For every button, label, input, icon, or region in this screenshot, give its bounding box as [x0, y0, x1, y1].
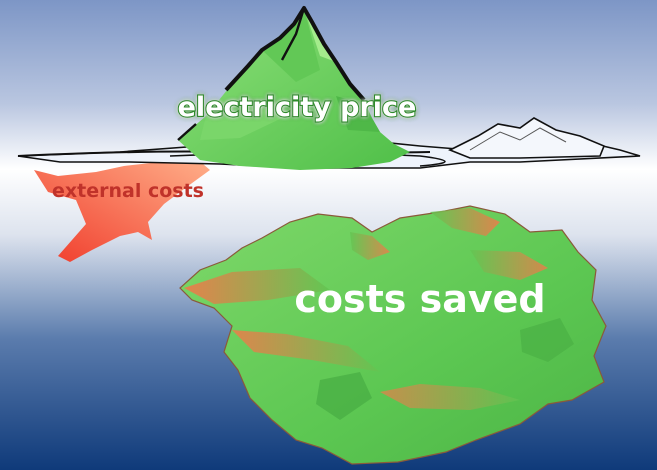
underwater-facet	[316, 372, 372, 420]
underwater-facet	[520, 318, 574, 362]
electricity-price-label: electricity price	[178, 92, 417, 123]
underwater-streak	[470, 250, 548, 280]
external-costs-arrow	[34, 158, 210, 262]
iceberg-outline	[280, 7, 306, 61]
distant-iceberg-ridge	[469, 127, 567, 151]
external-costs-label: external costs	[52, 180, 204, 202]
iceberg-facet	[200, 96, 282, 140]
underwater-streak	[350, 232, 390, 260]
underwater-streak	[380, 384, 520, 410]
iceberg-outline	[177, 123, 197, 141]
iceberg-facet	[304, 8, 336, 62]
iceberg-facet	[336, 96, 380, 132]
iceberg-outline	[224, 6, 366, 102]
costs-saved-label: costs saved	[294, 277, 545, 321]
underwater-streak	[232, 330, 380, 372]
distant-iceberg	[448, 117, 606, 159]
underwater-streak	[430, 208, 500, 236]
underwater-streak	[184, 268, 330, 304]
